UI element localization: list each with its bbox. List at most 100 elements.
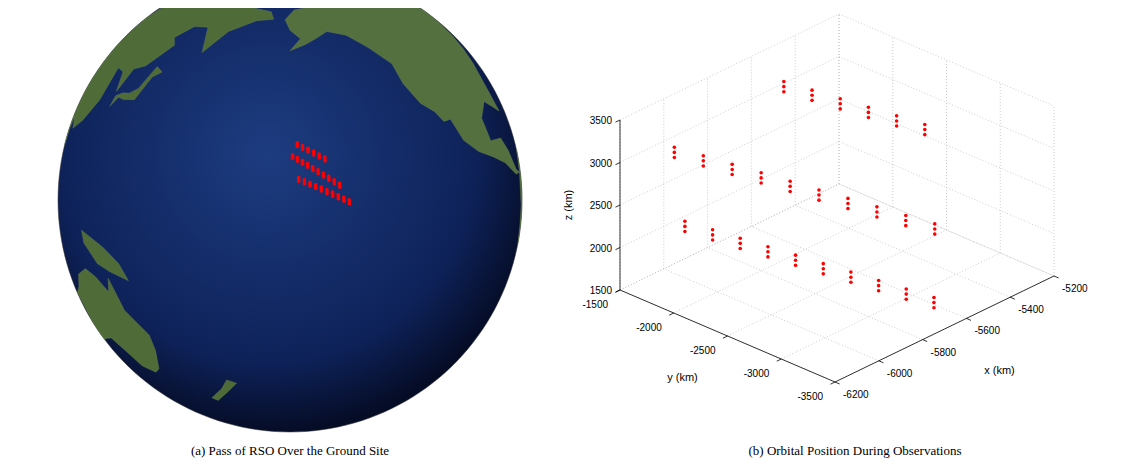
orbit-point: [683, 230, 687, 234]
orbit-point: [838, 102, 842, 106]
orbit-point: [817, 193, 821, 197]
ground-point: [325, 192, 329, 196]
orbit-point: [923, 123, 927, 127]
tick: [615, 290, 620, 292]
orbit-point: [846, 197, 850, 201]
ocean: [58, 8, 522, 432]
ground-point: [308, 184, 312, 188]
orbit-point: [759, 181, 763, 185]
y-axis-title: y (km): [667, 371, 698, 383]
land: [65, 8, 274, 144]
orbit-point: [810, 93, 814, 97]
ground-point: [301, 147, 305, 151]
orbit-point: [867, 105, 871, 109]
orbit-point: [846, 207, 850, 211]
y-axis-line: [620, 290, 835, 382]
grid-line: [795, 205, 1010, 297]
tick: [615, 290, 620, 292]
ground-point: [296, 159, 300, 163]
orbit-point: [932, 301, 936, 305]
orbit-point: [904, 224, 908, 228]
tick: [723, 336, 728, 338]
orbit-point: [817, 188, 821, 192]
ground-point: [312, 153, 316, 157]
tick-label: 3000: [590, 158, 613, 169]
ground-track: [291, 141, 352, 205]
ground-point: [318, 156, 322, 160]
grid-line: [708, 248, 923, 340]
orbit-point: [904, 287, 908, 291]
orbit-point: [875, 215, 879, 219]
orbit-point: [730, 168, 734, 172]
orbit-point: [738, 242, 742, 246]
orbit-point: [849, 270, 853, 274]
orbit-point: [730, 173, 734, 177]
orbit-point: [933, 222, 937, 226]
orbit-point: [702, 159, 706, 163]
orbit-point: [738, 236, 742, 240]
tick: [879, 361, 884, 363]
ground-point: [323, 159, 327, 163]
orbit-point: [838, 97, 842, 101]
ground-point: [297, 179, 301, 183]
orbit-point: [794, 264, 798, 268]
grid-line: [728, 230, 947, 336]
ground-point: [342, 199, 346, 203]
ground-point: [314, 187, 318, 191]
ground-point: [322, 175, 326, 179]
ground-point: [303, 182, 307, 186]
orbit-point: [738, 247, 742, 251]
orbit-point: [794, 258, 798, 262]
z-axis-title: z (km): [562, 190, 574, 221]
orbit-point: [730, 163, 734, 167]
grid-line: [751, 226, 966, 318]
orbit-point: [867, 116, 871, 120]
grid-line: [620, 99, 839, 205]
x-axis-line: [835, 276, 1054, 382]
grid-line: [835, 276, 1054, 382]
orbit-point: [923, 128, 927, 132]
orbit-point: [810, 99, 814, 103]
orbit-point: [932, 296, 936, 300]
tick-label: -6000: [887, 368, 913, 379]
orbit-point: [766, 255, 770, 259]
x-axis-title: x (km): [984, 364, 1015, 376]
orbit-point: [846, 202, 850, 206]
orbit-point: [904, 219, 908, 223]
orbit-point: [788, 190, 792, 194]
orbit-point: [877, 279, 881, 283]
orbit-point: [867, 111, 871, 115]
orbit-point: [895, 114, 899, 118]
axes: -6200-6000-5800-5600-5400-5200-3500-3000…: [562, 115, 1088, 402]
orbit-point: [673, 151, 677, 155]
ground-point: [338, 185, 342, 189]
land: [82, 230, 129, 280]
ground-point: [306, 165, 310, 169]
orbit-point: [766, 250, 770, 254]
tick: [777, 359, 782, 361]
orbit-point: [673, 146, 677, 150]
grid-line: [620, 14, 839, 120]
tick: [615, 163, 620, 165]
tick: [1010, 297, 1015, 299]
tick-label: 2500: [590, 200, 613, 211]
ground-point: [327, 179, 331, 183]
tick: [615, 205, 620, 207]
ground-point: [331, 194, 335, 198]
tick-label: -2000: [636, 322, 662, 333]
tick-label: -3000: [744, 368, 770, 379]
points: [673, 80, 937, 310]
grid-line: [839, 142, 1054, 234]
tick-label: -5200: [1062, 283, 1088, 294]
orbit-point: [821, 272, 825, 276]
tick-label: -5600: [974, 325, 1000, 336]
figure: (a) Pass of RSO Over the Ground Site-620…: [0, 0, 1139, 470]
grid-line: [707, 78, 708, 248]
grid-line: [839, 57, 1054, 149]
grid-line: [839, 99, 1054, 191]
tick: [923, 340, 928, 342]
orbit-point: [932, 306, 936, 310]
orbit-point: [904, 292, 908, 296]
orbit-point: [821, 262, 825, 266]
tick-label: 3500: [590, 115, 613, 126]
